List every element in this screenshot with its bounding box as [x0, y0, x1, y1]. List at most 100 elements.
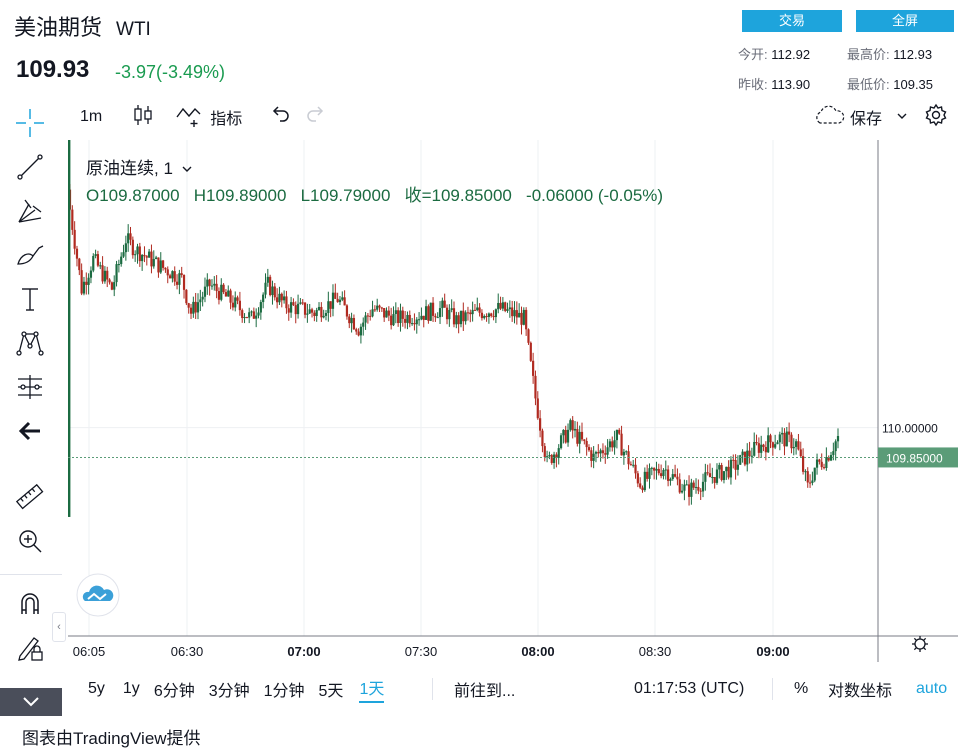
candle-body[interactable]	[303, 302, 307, 315]
candle-body[interactable]	[94, 254, 97, 256]
candle-body[interactable]	[760, 444, 763, 453]
candle-body[interactable]	[764, 446, 767, 453]
candle-body[interactable]	[632, 464, 635, 466]
candle-body[interactable]	[483, 316, 486, 319]
candle-body[interactable]	[269, 276, 272, 296]
candle-body[interactable]	[257, 312, 260, 316]
candle-body[interactable]	[597, 452, 600, 454]
undo-icon[interactable]	[270, 105, 290, 129]
tradingview-logo-icon[interactable]	[76, 573, 120, 617]
candle-body[interactable]	[131, 239, 134, 256]
candle-body[interactable]	[255, 315, 258, 319]
chevron-down-icon[interactable]	[896, 108, 908, 126]
candle-body[interactable]	[387, 310, 390, 316]
candle-body[interactable]	[115, 264, 118, 283]
candle-body[interactable]	[171, 271, 174, 279]
interval-button[interactable]: 1m	[80, 108, 103, 125]
candle-body[interactable]	[338, 299, 342, 303]
candle-body[interactable]	[87, 277, 90, 285]
candle-body[interactable]	[741, 451, 744, 456]
range-1min[interactable]: 1分钟	[263, 683, 305, 700]
candle-body[interactable]	[296, 303, 300, 315]
candle-type-icon[interactable]	[132, 103, 154, 132]
candle-body[interactable]	[185, 289, 188, 304]
candle-body[interactable]	[411, 323, 414, 325]
candle-body[interactable]	[548, 455, 551, 457]
candle-body[interactable]	[108, 279, 111, 283]
candle-body[interactable]	[343, 297, 346, 306]
range-3min[interactable]: 3分钟	[208, 683, 250, 700]
candle-body[interactable]	[166, 269, 169, 276]
candle-body[interactable]	[82, 281, 86, 294]
candle-body[interactable]	[820, 461, 823, 468]
candle-body[interactable]	[815, 459, 819, 468]
candle-body[interactable]	[327, 301, 330, 314]
candle-body[interactable]	[650, 467, 653, 469]
candle-body[interactable]	[248, 312, 251, 318]
candle-body[interactable]	[222, 284, 225, 293]
candle-body[interactable]	[750, 455, 753, 457]
candle-body[interactable]	[201, 296, 204, 300]
candle-body[interactable]	[85, 281, 88, 285]
candle-body[interactable]	[790, 434, 793, 449]
candle-body[interactable]	[161, 260, 165, 268]
candle-body[interactable]	[736, 464, 740, 470]
candle-body[interactable]	[68, 140, 71, 517]
candle-body[interactable]	[89, 270, 93, 278]
candle-body[interactable]	[276, 297, 279, 303]
candle-body[interactable]	[541, 430, 544, 447]
candle-body[interactable]	[822, 467, 826, 469]
candle-body[interactable]	[660, 473, 663, 477]
candle-body[interactable]	[769, 435, 772, 443]
candle-body[interactable]	[706, 472, 709, 474]
range-6min[interactable]: 6分钟	[153, 683, 195, 700]
candle-body[interactable]	[431, 302, 435, 316]
candle-body[interactable]	[206, 279, 209, 287]
candle-body[interactable]	[92, 255, 95, 271]
candle-body[interactable]	[229, 290, 232, 303]
candle-body[interactable]	[164, 267, 167, 270]
candle-body[interactable]	[273, 286, 276, 298]
candle-body[interactable]	[264, 282, 267, 295]
candle-body[interactable]	[441, 300, 444, 309]
candle-body[interactable]	[110, 282, 113, 290]
auto-scale-toggle[interactable]: auto	[916, 680, 948, 697]
candle-body[interactable]	[667, 469, 670, 481]
candle-body[interactable]	[704, 472, 707, 482]
candle-body[interactable]	[808, 482, 812, 484]
candle-body[interactable]	[124, 243, 127, 253]
candle-body[interactable]	[262, 294, 265, 303]
candle-body[interactable]	[443, 300, 446, 308]
candle-body[interactable]	[259, 302, 262, 313]
candle-body[interactable]	[653, 467, 656, 471]
candle-body[interactable]	[534, 375, 537, 399]
candle-body[interactable]	[692, 482, 695, 488]
candle-body[interactable]	[199, 299, 202, 303]
candle-body[interactable]	[569, 420, 572, 430]
candle-body[interactable]	[564, 429, 567, 443]
candle-body[interactable]	[827, 457, 830, 461]
candle-body[interactable]	[399, 310, 402, 324]
candle-body[interactable]	[639, 483, 642, 488]
candle-body[interactable]	[683, 484, 686, 491]
candle-body[interactable]	[292, 302, 295, 306]
candle-body[interactable]	[73, 229, 76, 249]
candle-body[interactable]	[671, 474, 674, 479]
candle-body[interactable]	[485, 316, 488, 318]
candle-body[interactable]	[620, 433, 623, 456]
candle-body[interactable]	[175, 281, 179, 285]
candle-body[interactable]	[224, 292, 228, 297]
candle-body[interactable]	[127, 233, 130, 244]
candle-body[interactable]	[397, 310, 400, 324]
candle-body[interactable]	[136, 246, 139, 255]
axis-settings-icon[interactable]	[912, 636, 928, 652]
candle-body[interactable]	[525, 309, 528, 330]
candle-body[interactable]	[513, 310, 516, 317]
candle-body[interactable]	[408, 314, 411, 324]
candle-body[interactable]	[415, 319, 418, 325]
candle-body[interactable]	[618, 429, 621, 434]
candle-body[interactable]	[743, 451, 747, 465]
candle-body[interactable]	[680, 490, 684, 493]
candle-body[interactable]	[678, 479, 681, 493]
candle-body[interactable]	[825, 457, 828, 469]
